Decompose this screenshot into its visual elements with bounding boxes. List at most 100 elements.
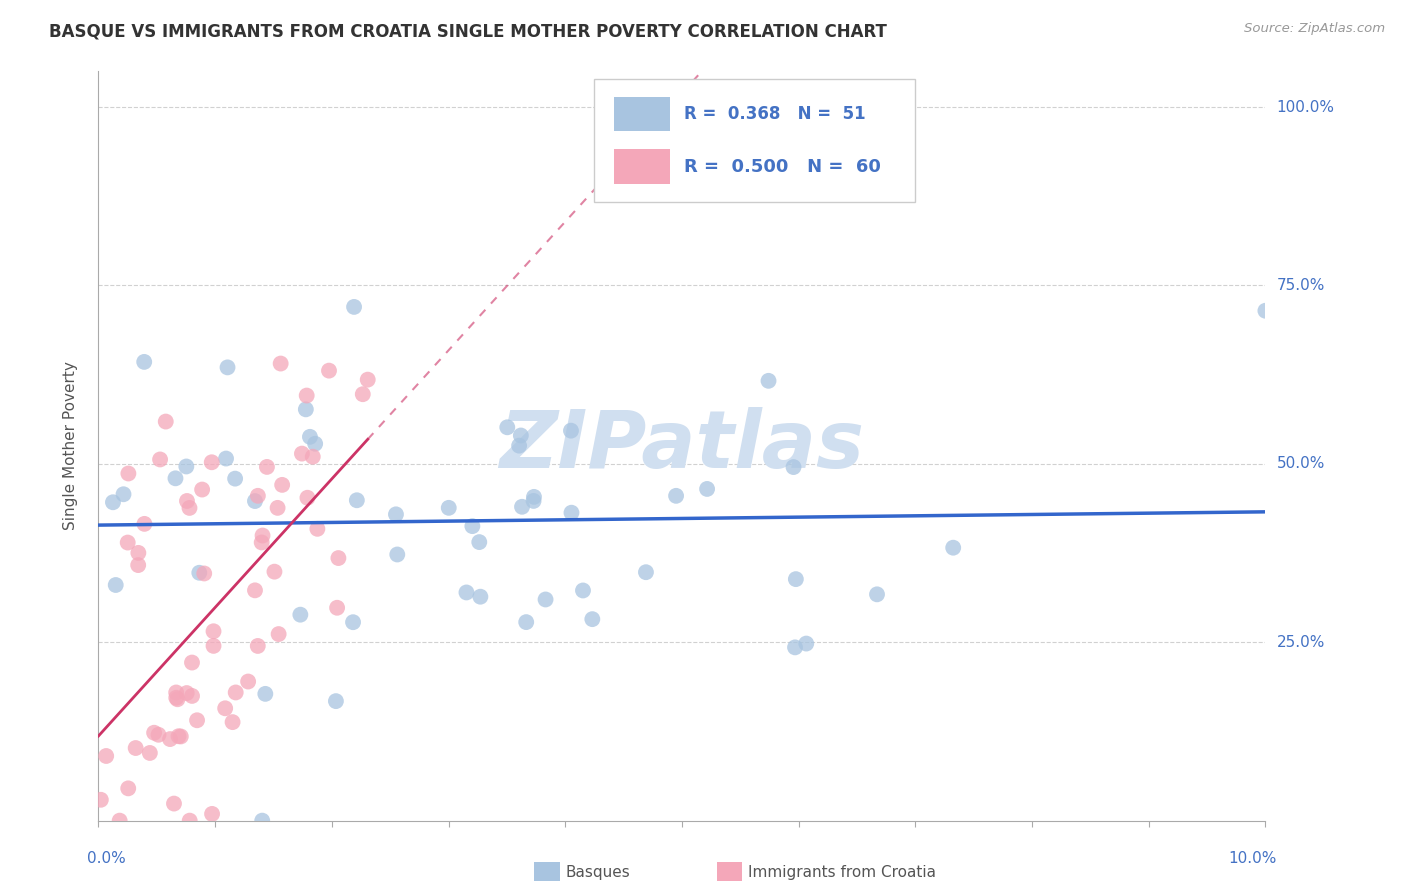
Point xyxy=(139,746,162,760)
Point xyxy=(163,797,186,811)
Point xyxy=(437,500,460,515)
Point xyxy=(179,814,201,828)
Point xyxy=(166,692,188,706)
Point xyxy=(385,508,408,522)
Point xyxy=(295,388,318,402)
Point xyxy=(326,600,349,615)
Text: R =  0.500   N =  60: R = 0.500 N = 60 xyxy=(685,158,882,176)
Point xyxy=(201,455,224,469)
Point xyxy=(290,607,312,622)
Point xyxy=(250,535,273,549)
Point xyxy=(342,615,364,630)
Point xyxy=(291,447,314,461)
Point xyxy=(167,729,190,743)
Point xyxy=(165,685,187,699)
Point xyxy=(96,749,118,764)
Point xyxy=(215,451,238,466)
Text: Immigrants from Croatia: Immigrants from Croatia xyxy=(748,865,936,880)
Point xyxy=(298,430,321,444)
Point xyxy=(304,436,326,450)
Point xyxy=(297,491,319,505)
Point xyxy=(256,459,278,474)
Point xyxy=(214,701,236,715)
Point xyxy=(325,694,347,708)
Text: 100.0%: 100.0% xyxy=(1277,100,1334,114)
Point xyxy=(357,373,380,387)
Text: 10.0%: 10.0% xyxy=(1229,851,1277,865)
Point xyxy=(201,806,224,821)
Point xyxy=(148,728,170,742)
Point xyxy=(696,482,718,496)
Point xyxy=(181,689,204,703)
Point xyxy=(186,713,208,727)
Point xyxy=(217,360,239,375)
Point xyxy=(188,566,211,580)
Point xyxy=(202,624,225,639)
Text: R =  0.368   N =  51: R = 0.368 N = 51 xyxy=(685,105,866,123)
Point xyxy=(352,387,374,401)
Point xyxy=(346,493,368,508)
Point xyxy=(127,546,149,560)
Point xyxy=(101,495,124,509)
Point xyxy=(117,535,139,549)
Point xyxy=(301,450,323,464)
Point xyxy=(254,687,277,701)
Point xyxy=(127,558,149,573)
Point xyxy=(468,535,491,549)
Point xyxy=(470,590,492,604)
Point xyxy=(149,452,172,467)
Point xyxy=(263,565,285,579)
Text: Basques: Basques xyxy=(565,865,630,880)
Point xyxy=(221,715,243,730)
Point xyxy=(783,640,806,655)
Point xyxy=(134,355,156,369)
Point xyxy=(179,500,201,515)
FancyBboxPatch shape xyxy=(595,78,915,202)
Y-axis label: Single Mother Poverty: Single Mother Poverty xyxy=(63,361,77,531)
Point xyxy=(124,741,146,756)
Point xyxy=(155,415,177,429)
Point xyxy=(225,685,247,699)
FancyBboxPatch shape xyxy=(614,149,671,184)
Point xyxy=(90,793,112,807)
Point xyxy=(560,506,582,520)
Point xyxy=(170,730,193,744)
Point xyxy=(758,374,780,388)
Point xyxy=(176,494,198,508)
Text: 0.0%: 0.0% xyxy=(87,851,125,865)
Point xyxy=(191,483,214,497)
Point xyxy=(252,528,274,542)
Point xyxy=(318,364,340,378)
Point xyxy=(634,565,657,579)
Point xyxy=(143,725,166,739)
Point xyxy=(508,439,530,453)
Point xyxy=(108,814,131,828)
Point xyxy=(328,551,350,566)
Point xyxy=(343,300,366,314)
Point xyxy=(785,572,807,586)
FancyBboxPatch shape xyxy=(614,97,671,131)
Point xyxy=(165,471,187,485)
Point xyxy=(134,516,156,531)
Point xyxy=(266,500,288,515)
Point xyxy=(181,656,204,670)
Point xyxy=(581,612,603,626)
Point xyxy=(942,541,965,555)
Point xyxy=(271,478,294,492)
Point xyxy=(165,690,187,705)
Text: 25.0%: 25.0% xyxy=(1277,635,1324,649)
Text: ZIPatlas: ZIPatlas xyxy=(499,407,865,485)
Point xyxy=(295,402,318,417)
Point xyxy=(117,781,139,796)
Point xyxy=(523,490,546,504)
Point xyxy=(461,519,484,533)
Point xyxy=(510,500,533,514)
Point xyxy=(112,487,135,501)
Point xyxy=(246,489,269,503)
Point xyxy=(243,494,266,508)
Point xyxy=(509,428,531,442)
Point xyxy=(176,686,198,700)
Point xyxy=(794,636,817,650)
Text: 50.0%: 50.0% xyxy=(1277,457,1324,471)
Point xyxy=(534,592,557,607)
